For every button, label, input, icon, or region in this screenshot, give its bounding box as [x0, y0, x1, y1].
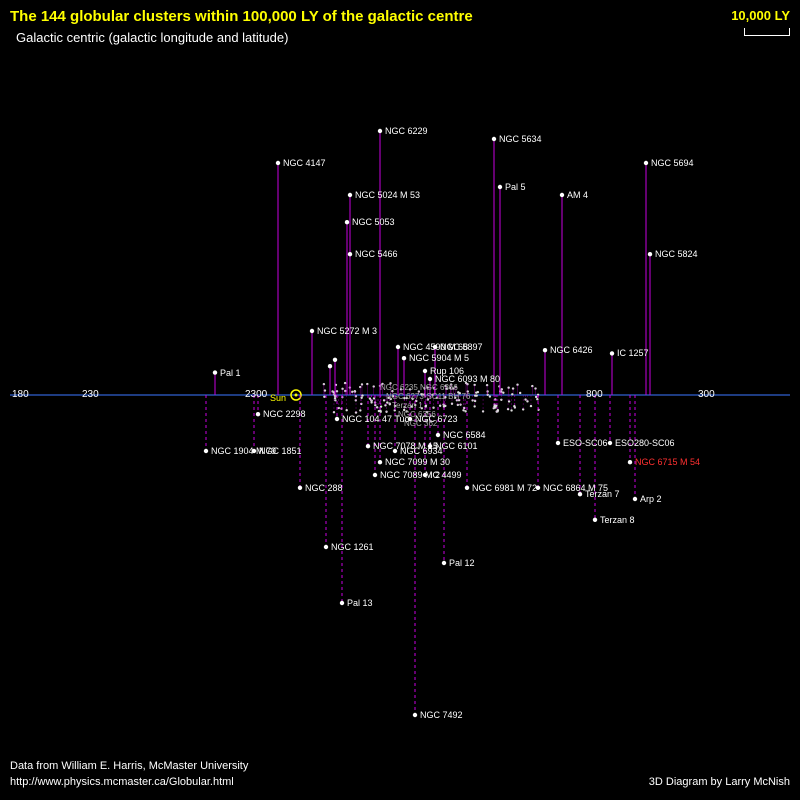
credit-url: http://www.physics.mcmaster.ca/Globular.…	[10, 776, 234, 788]
axis-tick-label: 2300	[245, 389, 267, 400]
axis-tick-label: 800	[586, 389, 603, 400]
credit-source: Data from William E. Harris, McMaster Un…	[10, 760, 248, 772]
axis-tick-label: 230	[82, 389, 99, 400]
credit-author: 3D Diagram by Larry McNish	[649, 776, 790, 788]
scatter-plot	[0, 0, 800, 800]
axis-tick-label: 300	[698, 389, 715, 400]
axis-tick-label: 180	[12, 389, 29, 400]
